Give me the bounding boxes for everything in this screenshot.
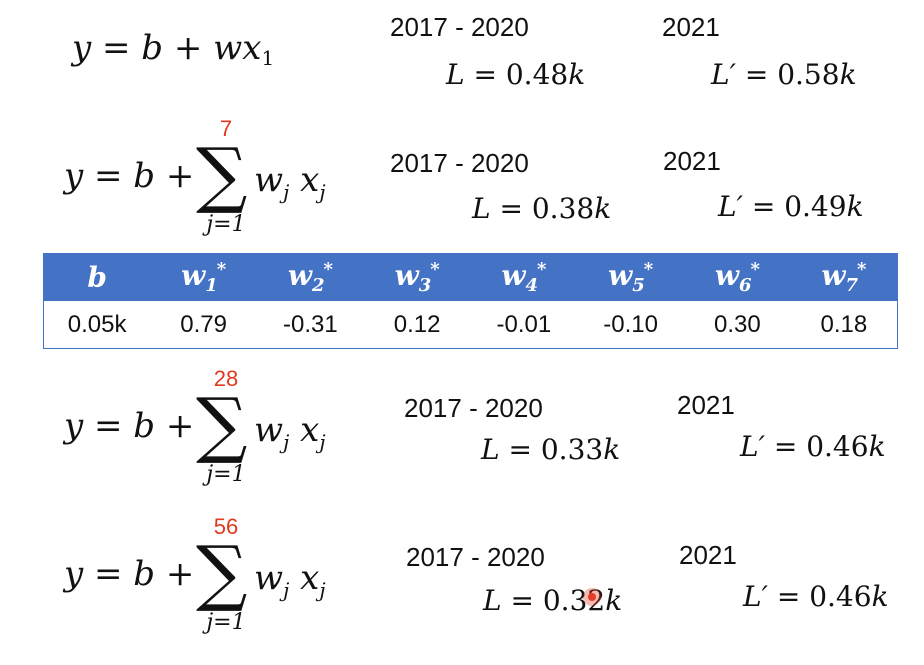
loss-unit: k xyxy=(603,433,621,466)
loss-unit: k xyxy=(871,580,889,613)
loss-unit: k xyxy=(868,430,886,463)
equation-subscript: 1 xyxy=(261,46,275,70)
sigma-icon: ∑ xyxy=(196,530,248,614)
header-w7: w7* xyxy=(790,253,898,301)
model-4-test-period: 2021 xyxy=(679,540,737,570)
weights-table: b w1* w2* w3* w4* w5* w6* w7* 0.05k 0.79… xyxy=(43,253,898,349)
equation-term: wj xj xyxy=(254,410,326,454)
loss-label: L xyxy=(446,58,465,91)
equation-lhs: y = b + xyxy=(64,406,195,446)
term-x-sub: j xyxy=(319,578,326,602)
sigma-icon: ∑ xyxy=(196,382,248,466)
header-w3: w3* xyxy=(363,253,471,301)
equation-lhs: y = b + xyxy=(64,156,195,196)
loss-label: L′ xyxy=(711,58,736,91)
sum-upper-limit: 7 xyxy=(219,116,233,141)
model-4-train-loss: L = 0.32k xyxy=(483,584,622,617)
term-x: x xyxy=(300,558,320,598)
sum-upper-limit: 28 xyxy=(213,366,239,391)
model-1-train-loss: L = 0.48k xyxy=(446,58,585,91)
value-w7: 0.18 xyxy=(790,300,898,349)
model-3-train-period: 2017 - 2020 xyxy=(404,393,543,423)
equation-lhs: y = b + w xyxy=(72,28,243,68)
term-w: w xyxy=(254,160,284,200)
term-w-sub: j xyxy=(283,430,290,454)
term-x-sub: j xyxy=(319,430,326,454)
equation-var: x xyxy=(242,28,262,68)
value-w6: 0.30 xyxy=(684,300,791,349)
model-1-train-period: 2017 - 2020 xyxy=(390,12,529,42)
equation-term: wj xj xyxy=(254,160,326,204)
sum-lower-limit: j=1 xyxy=(206,462,246,487)
sigma-icon: ∑ xyxy=(196,132,248,216)
model-2-test-loss: L′ = 0.49k xyxy=(718,190,864,223)
weights-table-header-row: b w1* w2* w3* w4* w5* w6* w7* xyxy=(43,253,898,301)
value-w1: 0.79 xyxy=(150,300,257,349)
model-4-equation: y = b + 56 ∑ j=1 wj xj xyxy=(64,514,364,642)
sum-lower-limit: j=1 xyxy=(206,212,246,237)
model-2-train-loss: L = 0.38k xyxy=(472,192,611,225)
equation-term: wj xj xyxy=(254,558,326,602)
model-1-test-period: 2021 xyxy=(662,12,720,42)
loss-value: = 0.58 xyxy=(735,58,840,91)
loss-unit: k xyxy=(846,190,864,223)
header-w5: w5* xyxy=(577,253,684,301)
term-x: x xyxy=(300,410,320,450)
loss-value: = 0.33 xyxy=(499,433,604,466)
loss-unit: k xyxy=(594,192,612,225)
model-4-train-period: 2017 - 2020 xyxy=(406,542,545,572)
value-w4: -0.01 xyxy=(470,300,578,349)
loss-label: L′ xyxy=(743,580,768,613)
term-w: w xyxy=(254,410,284,450)
header-b: b xyxy=(43,253,151,301)
term-w-sub: j xyxy=(283,180,290,204)
value-w2: -0.31 xyxy=(257,300,364,349)
term-x-sub: j xyxy=(319,180,326,204)
model-2-test-period: 2021 xyxy=(663,146,721,176)
equation-lhs: y = b + xyxy=(64,554,195,594)
loss-unit: k xyxy=(605,584,623,617)
cursor-pointer-icon xyxy=(583,588,601,606)
loss-value: = 0.48 xyxy=(464,58,569,91)
model-3-train-loss: L = 0.33k xyxy=(481,433,620,466)
loss-value: = 0.49 xyxy=(742,190,847,223)
model-2-train-period: 2017 - 2020 xyxy=(390,148,529,178)
loss-value: = 0.46 xyxy=(764,430,869,463)
header-w1: w1* xyxy=(150,253,257,301)
loss-label: L xyxy=(472,192,491,225)
model-1-equation: y = b + wx1 xyxy=(72,28,274,70)
model-4-test-loss: L′ = 0.46k xyxy=(743,580,889,613)
model-3-equation: y = b + 28 ∑ j=1 wj xj xyxy=(64,366,364,494)
loss-value: = 0.38 xyxy=(490,192,595,225)
value-b: 0.05k xyxy=(43,300,151,349)
header-w2: w2* xyxy=(257,253,364,301)
term-w-sub: j xyxy=(283,578,290,602)
model-1-test-loss: L′ = 0.58k xyxy=(711,58,857,91)
model-3-test-loss: L′ = 0.46k xyxy=(740,430,886,463)
header-w6: w6* xyxy=(684,253,791,301)
loss-label: L′ xyxy=(718,190,743,223)
weights-table-value-row: 0.05k 0.79 -0.31 0.12 -0.01 -0.10 0.30 0… xyxy=(43,300,898,349)
model-2-equation: y = b + 7 ∑ j=1 wj xj xyxy=(64,116,364,244)
loss-value: = 0.46 xyxy=(767,580,872,613)
loss-unit: k xyxy=(568,58,586,91)
term-w: w xyxy=(254,558,284,598)
sum-lower-limit: j=1 xyxy=(206,610,246,635)
sum-upper-limit: 56 xyxy=(213,514,239,539)
loss-label: L xyxy=(483,584,502,617)
loss-label: L′ xyxy=(740,430,765,463)
term-x: x xyxy=(300,160,320,200)
loss-label: L xyxy=(481,433,500,466)
model-3-test-period: 2021 xyxy=(677,390,735,420)
value-w3: 0.12 xyxy=(363,300,471,349)
header-w4: w4* xyxy=(470,253,578,301)
value-w5: -0.10 xyxy=(577,300,684,349)
loss-unit: k xyxy=(839,58,857,91)
